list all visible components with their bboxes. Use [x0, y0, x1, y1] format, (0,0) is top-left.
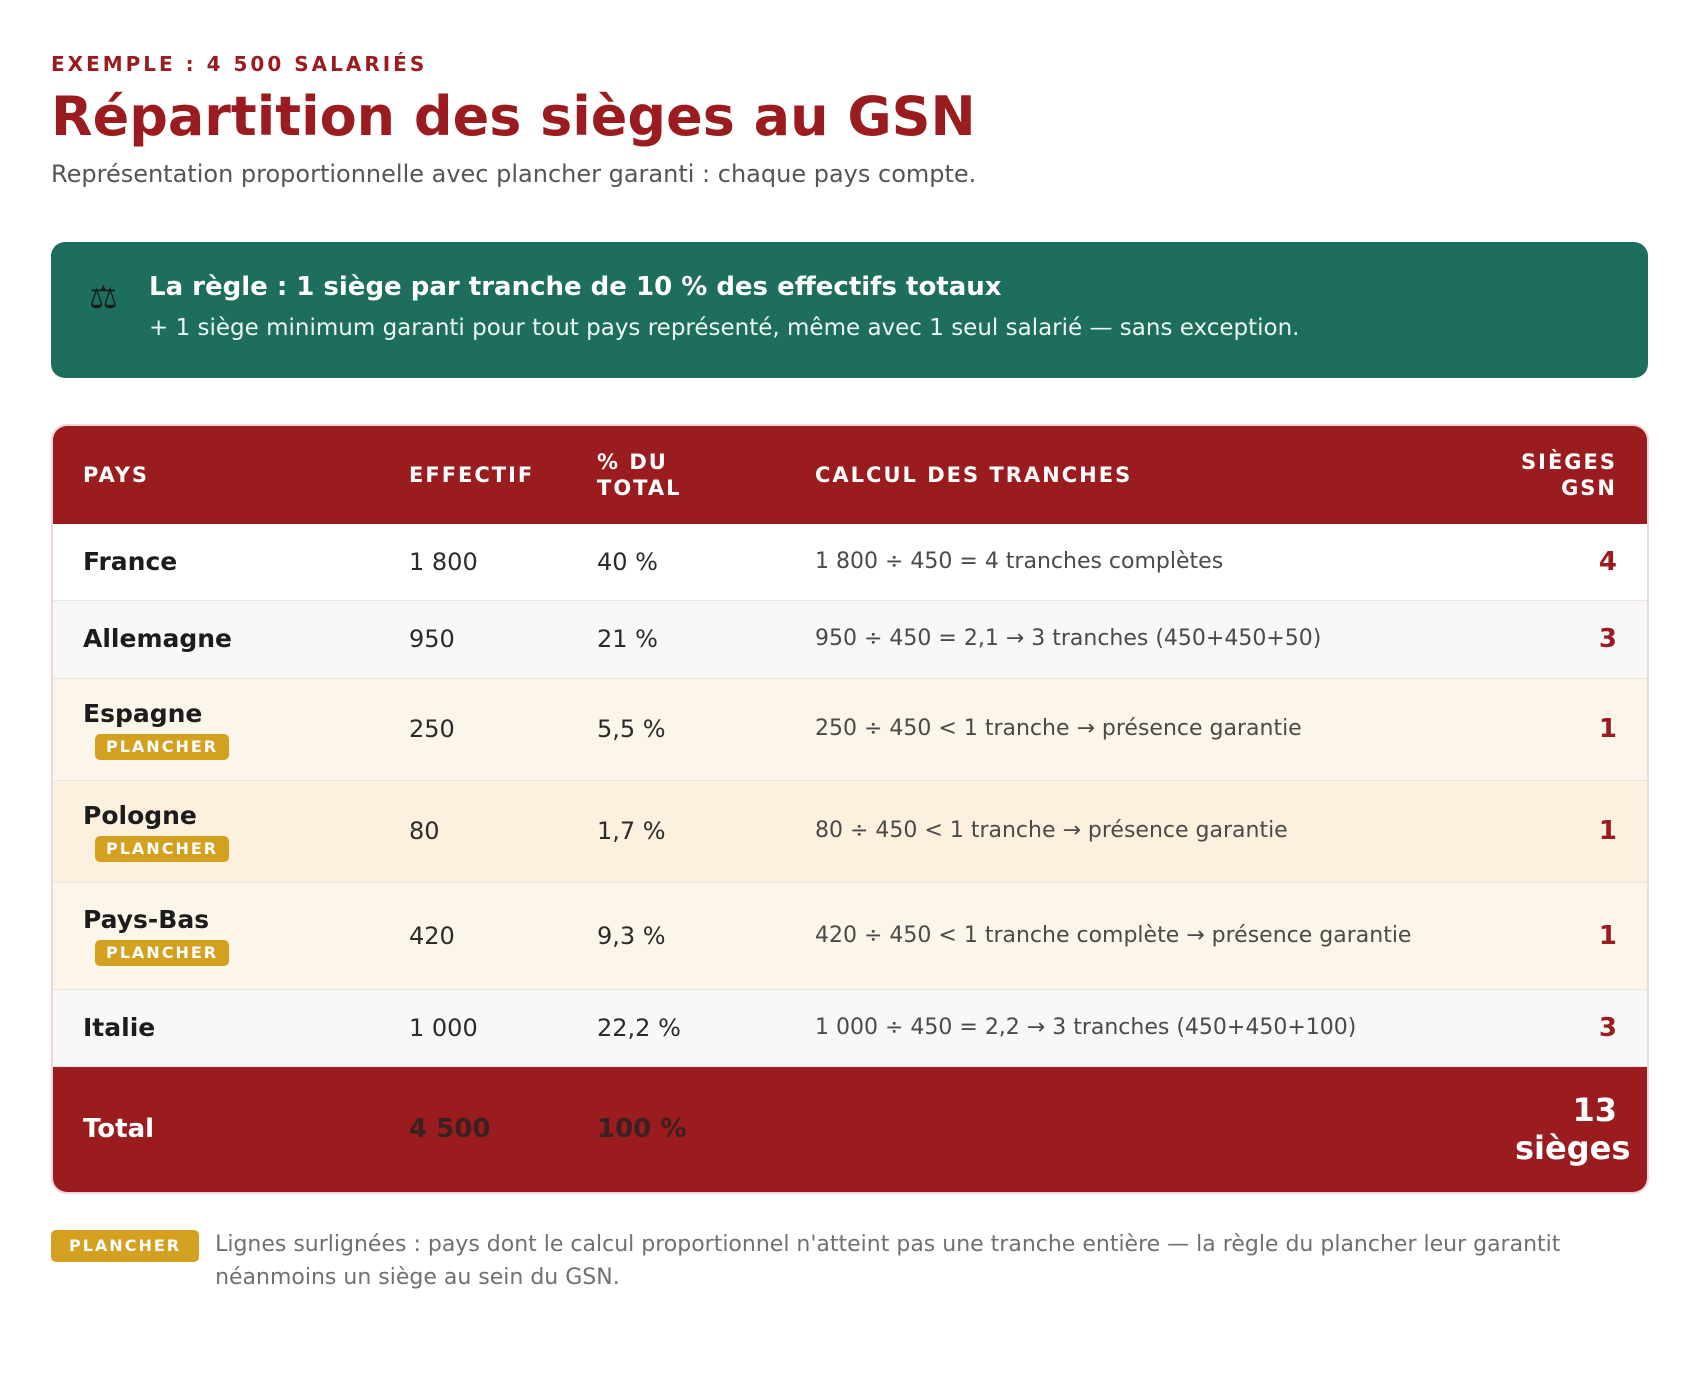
legend: PLANCHER Lignes surlignées : pays dont l…: [51, 1228, 1648, 1294]
total-share: 100 %: [567, 1066, 785, 1192]
country-name: Pologne: [83, 800, 197, 830]
row-country: Pologne PLANCHER: [53, 780, 379, 883]
total-label: Total: [53, 1066, 379, 1192]
row-share: 1,7 %: [567, 780, 785, 883]
page-subtitle: Représentation proportionnelle avec plan…: [51, 160, 977, 188]
header-calc: CALCUL DES TRANCHES: [785, 426, 1485, 524]
row-calc: 80 ÷ 450 < 1 tranche → présence garantie: [785, 780, 1485, 883]
country-name: Allemagne: [83, 624, 233, 653]
table-header-row: PAYS EFFECTIF % DU TOTAL CALCUL DES TRAN…: [53, 426, 1647, 524]
row-seats: 1: [1485, 678, 1647, 781]
rule-title: La règle : 1 siège par tranche de 10 % d…: [149, 272, 1002, 302]
row-share: 5,5 %: [567, 678, 785, 781]
rule-banner: ⚖ La règle : 1 siège par tranche de 10 %…: [51, 242, 1648, 378]
row-headcount: 80: [379, 780, 567, 883]
row-headcount: 1 800: [379, 524, 567, 601]
table-row: France 1 800 40 % 1 800 ÷ 450 = 4 tranch…: [53, 524, 1647, 601]
row-country: Pays-Bas PLANCHER: [53, 882, 379, 990]
row-country: Allemagne: [53, 600, 379, 679]
row-country: Espagne PLANCHER: [53, 678, 379, 781]
row-seats: 1: [1485, 882, 1647, 990]
kicker: EXEMPLE : 4 500 SALARIÉS: [51, 52, 428, 76]
row-headcount: 950: [379, 600, 567, 679]
row-share: 9,3 %: [567, 882, 785, 990]
page: EXEMPLE : 4 500 SALARIÉS Répartition des…: [51, 52, 1649, 1294]
header-seats: SIÈGES GSN: [1485, 426, 1647, 524]
total-row: Total 4 500 100 % 13 sièges: [53, 1066, 1647, 1192]
legend-badge: PLANCHER: [51, 1230, 200, 1262]
table-row: Italie 1 000 22,2 % 1 000 ÷ 450 = 2,2 → …: [53, 989, 1647, 1067]
table-row: Pologne PLANCHER 80 1,7 % 80 ÷ 450 < 1 t…: [53, 780, 1647, 883]
table-row: Allemagne 950 21 % 950 ÷ 450 = 2,1 → 3 t…: [53, 600, 1647, 679]
row-calc: 250 ÷ 450 < 1 tranche → présence garanti…: [785, 678, 1485, 781]
table-row: Espagne PLANCHER 250 5,5 % 250 ÷ 450 < 1…: [53, 678, 1647, 781]
header-headcount: EFFECTIF: [379, 426, 567, 524]
legend-text: Lignes surlignées : pays dont le calcul …: [215, 1232, 1561, 1290]
row-share: 22,2 %: [567, 989, 785, 1067]
header-seats-line2: GSN: [1561, 476, 1617, 500]
rule-description: + 1 siège minimum garanti pour tout pays…: [149, 315, 1300, 341]
header-share-line2: TOTAL: [597, 476, 682, 500]
row-headcount: 250: [379, 678, 567, 781]
row-country: Italie: [53, 989, 379, 1067]
row-seats: 1: [1485, 780, 1647, 883]
header-share-line1: % DU: [597, 450, 668, 474]
row-share: 21 %: [567, 600, 785, 679]
plancher-badge: PLANCHER: [95, 940, 230, 966]
row-seats: 3: [1485, 989, 1647, 1067]
plancher-badge: PLANCHER: [95, 835, 230, 862]
table-row: Pays-Bas PLANCHER 420 9,3 % 420 ÷ 450 < …: [53, 882, 1647, 990]
header-share: % DU TOTAL: [567, 426, 785, 524]
row-calc: 950 ÷ 450 = 2,1 → 3 tranches (450+450+50…: [785, 600, 1485, 679]
header-country: PAYS: [53, 426, 379, 524]
country-name: Pays-Bas: [83, 905, 210, 934]
total-seats: 13 sièges: [1485, 1066, 1647, 1192]
total-headcount: 4 500: [379, 1066, 567, 1192]
row-calc: 420 ÷ 450 < 1 tranche complète → présenc…: [785, 882, 1485, 990]
row-seats: 3: [1485, 600, 1647, 679]
row-headcount: 420: [379, 882, 567, 990]
row-country: France: [53, 524, 379, 601]
row-calc: 1 800 ÷ 450 = 4 tranches complètes: [785, 524, 1485, 601]
header-seats-line1: SIÈGES: [1521, 450, 1617, 474]
total-seats-number: 13: [1572, 1091, 1617, 1130]
country-name: Italie: [83, 1012, 156, 1042]
country-name: France: [83, 546, 178, 576]
row-share: 40 %: [567, 524, 785, 601]
total-seats-unit: sièges: [1515, 1129, 1631, 1168]
total-calc-empty: [785, 1066, 1485, 1192]
scales-icon: ⚖: [89, 278, 118, 316]
row-headcount: 1 000: [379, 989, 567, 1067]
page-title: Répartition des sièges au GSN: [51, 85, 976, 148]
plancher-badge: PLANCHER: [95, 733, 230, 760]
row-seats: 4: [1485, 524, 1647, 601]
seats-table: PAYS EFFECTIF % DU TOTAL CALCUL DES TRAN…: [51, 424, 1649, 1194]
row-calc: 1 000 ÷ 450 = 2,2 → 3 tranches (450+450+…: [785, 989, 1485, 1067]
country-name: Espagne: [83, 698, 203, 728]
